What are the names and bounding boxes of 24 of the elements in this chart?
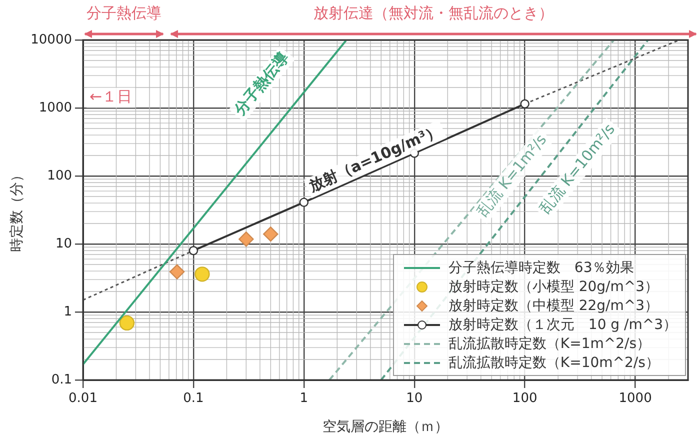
x-tick-label: 10 bbox=[406, 391, 423, 406]
y-tick-label: 1000 bbox=[38, 100, 72, 116]
y-tick-label: 10000 bbox=[30, 32, 72, 48]
x-tick-label: 100 bbox=[512, 391, 538, 406]
y-tick-label: 10 bbox=[55, 236, 72, 252]
legend-label: 乱流拡散時定数（K=1m^2/s） bbox=[448, 334, 651, 352]
y-tick-label: 0.1 bbox=[51, 372, 72, 388]
legend-label: 乱流拡散時定数（K=10m^2/s） bbox=[448, 354, 660, 372]
annotation: ←１日 bbox=[90, 88, 132, 106]
x-tick-label: 1000 bbox=[618, 391, 652, 406]
legend-label: 放射時定数（小模型 20g/m^3） bbox=[448, 278, 659, 296]
text: 放射伝達（無対流・無乱流のとき） bbox=[314, 4, 554, 23]
legend-label: 放射時定数（中模型 22g/m^3） bbox=[448, 296, 659, 314]
x-axis-title: 空気層の距離（ｍ） bbox=[322, 419, 448, 436]
x-tick-label: 0.1 bbox=[183, 391, 204, 406]
annotation: 分子熱伝導 bbox=[230, 48, 292, 120]
y-tick-label: 1 bbox=[64, 304, 72, 320]
x-tick-label: 1 bbox=[300, 391, 308, 406]
y-axis-title: 時定数（分） bbox=[9, 168, 26, 252]
y-tick-label: 100 bbox=[47, 168, 72, 184]
legend-label: 放射時定数（１次元 10 g /m^3） bbox=[448, 316, 677, 334]
legend-label: 分子熱伝導時定数 63％効果 bbox=[448, 258, 634, 276]
x-tick-label: 0.01 bbox=[68, 391, 98, 406]
text: 分子熱伝導 bbox=[86, 4, 162, 23]
